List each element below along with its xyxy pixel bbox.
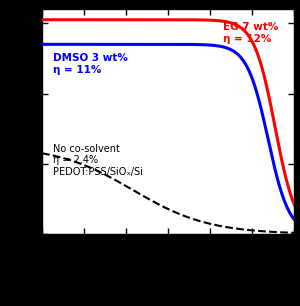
Y-axis label: Current Density (mA/cm²): Current Density (mA/cm²) [10, 41, 20, 202]
Text: No co-solvent: No co-solvent [52, 144, 119, 154]
Text: η = 2.4%: η = 2.4% [52, 155, 98, 165]
X-axis label: Voltage (V): Voltage (V) [128, 255, 208, 268]
Text: EG 7 wt%: EG 7 wt% [223, 22, 278, 32]
Text: PEDOT:PSS/SiOₓ/Si: PEDOT:PSS/SiOₓ/Si [52, 166, 142, 177]
Text: η = 11%: η = 11% [52, 65, 101, 75]
Text: η = 12%: η = 12% [223, 35, 271, 44]
Text: DMSO 3 wt%: DMSO 3 wt% [52, 53, 128, 63]
